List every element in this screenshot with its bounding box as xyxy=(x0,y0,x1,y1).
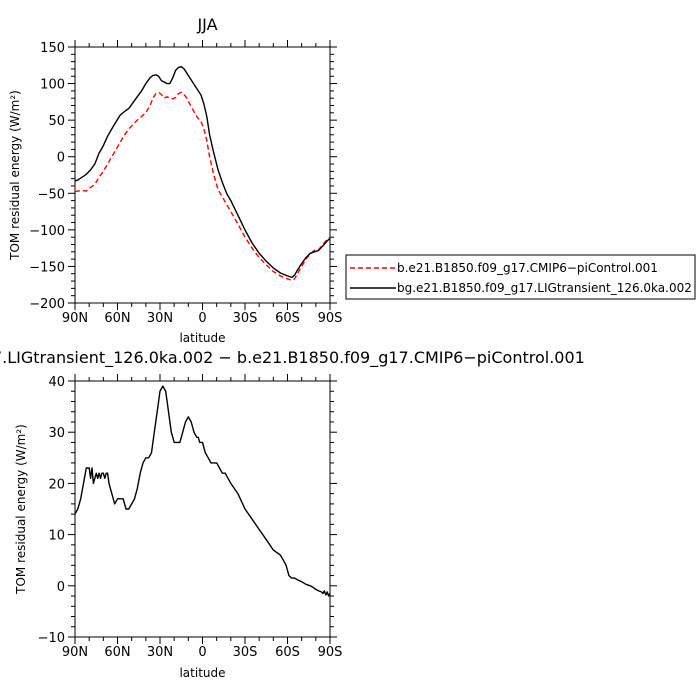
chart-title: bg.e21.B1850.f09_g17.LIGtransient_126.0k… xyxy=(0,348,585,368)
x-tick-label: 90N xyxy=(62,645,88,660)
x-tick-label: 90S xyxy=(318,645,343,660)
x-tick-label: 30S xyxy=(233,645,258,660)
x-axis-label: latitude xyxy=(179,331,225,345)
y-tick-label: 100 xyxy=(40,78,65,93)
y-tick-label: 0 xyxy=(57,580,65,595)
y-tick-label: 150 xyxy=(40,41,65,56)
x-tick-label: 0 xyxy=(198,645,206,660)
chart-panel-1: JJA −200 −150 −100 −50 0 50 100 150 90N 60N 30N 0 30S… xyxy=(8,15,696,345)
x-axis-label: latitude xyxy=(179,666,225,680)
y-tick-label: 40 xyxy=(48,375,65,390)
chart-panel-2: bg.e21.B1850.f09_g17.LIGtransient_126.0k… xyxy=(0,348,585,680)
x-tick-label: 60S xyxy=(275,311,300,326)
x-tick-label: 90N xyxy=(62,311,88,326)
x-tick-label: 90S xyxy=(318,311,343,326)
y-tick-label: 20 xyxy=(48,477,65,492)
y-tick-label: 10 xyxy=(48,529,65,544)
series-line-1 xyxy=(74,91,331,281)
plot-frame xyxy=(74,46,331,304)
y-tick-label: 30 xyxy=(48,426,65,441)
chart-title: JJA xyxy=(196,15,217,34)
x-tick-label: 30N xyxy=(147,311,173,326)
y-tick-label: −10 xyxy=(38,631,65,646)
y-tick-label: 50 xyxy=(48,114,65,129)
y-tick-label: −200 xyxy=(29,297,65,312)
y-tick-label: −150 xyxy=(29,260,65,275)
y-tick-label: 0 xyxy=(57,151,65,166)
plot-frame xyxy=(74,380,331,638)
y-axis-label: TOM residual energy (W/m²) xyxy=(8,90,22,261)
series-line-1 xyxy=(74,385,331,597)
y-tick-label: −50 xyxy=(38,187,65,202)
y-axis-label: TOM residual energy (W/m²) xyxy=(14,424,28,595)
x-tick-label: 30N xyxy=(147,645,173,660)
x-tick-label: 60S xyxy=(275,645,300,660)
legend-label: bg.e21.B1850.f09_g17.LIGtransient_126.0k… xyxy=(397,281,692,295)
y-tick-label: −100 xyxy=(29,224,65,239)
x-tick-label: 0 xyxy=(198,311,206,326)
x-tick-label: 60N xyxy=(104,311,130,326)
x-tick-label: 60N xyxy=(104,645,130,660)
legend-box xyxy=(345,254,696,300)
legend: b.e21.B1850.f09_g17.CMIP6−piControl.001b… xyxy=(345,254,696,300)
x-tick-label: 30S xyxy=(233,311,258,326)
legend-label: b.e21.B1850.f09_g17.CMIP6−piControl.001 xyxy=(397,261,658,275)
series-line-2 xyxy=(74,65,331,279)
